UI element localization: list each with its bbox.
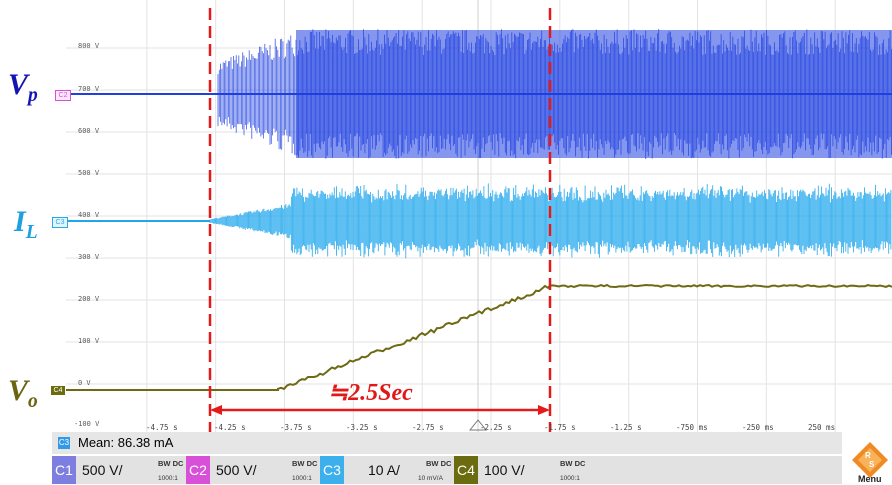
y-label-neg100: -100 V	[74, 420, 100, 428]
vp-label: Vp	[8, 68, 38, 107]
channel-4-marker[interactable]: C4	[51, 386, 65, 395]
channel-2-tag: C2	[186, 456, 210, 484]
channel-4-setting[interactable]: C4 100 V/ BW DC 1000:1	[454, 456, 586, 484]
y-label-0: 0 V	[78, 379, 91, 387]
waveform-canvas	[66, 0, 892, 432]
channel-bar: C1 500 V/ BW DC 1000:1 C2 500 V/ BW DC 1…	[52, 456, 842, 484]
y-label-100: 100 V	[78, 337, 100, 345]
channel-2-ratio: 1000:1	[292, 475, 312, 482]
y-label-600: 600 V	[78, 127, 100, 135]
y-label-400: 400 V	[78, 211, 100, 219]
channel-1-scale: 500 V/	[82, 462, 123, 478]
vp-envelope	[296, 30, 892, 158]
channel-1-bw: BW DC	[158, 459, 184, 468]
channel-3-tag: C3	[320, 456, 344, 484]
mean-value: Mean: 86.38 mA	[78, 435, 174, 450]
x-label-6: -2.25 s	[480, 423, 512, 432]
measurement-bar[interactable]: C3 Mean: 86.38 mA	[52, 432, 842, 454]
il-label-main: I	[14, 205, 26, 238]
y-label-200: 200 V	[78, 295, 100, 303]
channel-4-ratio: 1000:1	[560, 475, 580, 482]
channel-3-setting[interactable]: C3 10 A/ BW DC 10 mV/A	[320, 456, 452, 484]
vp-label-sub: p	[28, 85, 38, 106]
channel-4-scale: 100 V/	[484, 462, 525, 478]
x-label-8: -1.25 s	[610, 423, 642, 432]
channel-4-bw: BW DC	[560, 459, 586, 468]
channel-4-tag: C4	[454, 456, 478, 484]
x-label-9: -750 ms	[676, 423, 708, 432]
channel-3-ratio: 10 mV/A	[418, 475, 443, 482]
menu-button[interactable]: R S Menu	[848, 440, 892, 484]
duration-arrow-right	[538, 405, 550, 415]
svg-text:S: S	[869, 460, 875, 469]
channel-3-marker[interactable]: C3	[52, 217, 68, 228]
waveform-area[interactable]: 800 V 700 V 600 V 500 V 400 V 300 V 200 …	[66, 0, 892, 432]
x-label-5: -2.75 s	[412, 423, 444, 432]
channel-3-scale: 10 A/	[368, 462, 400, 478]
y-label-800: 800 V	[78, 42, 100, 50]
channel-1-tag: C1	[52, 456, 76, 484]
channel-3-bw: BW DC	[426, 459, 452, 468]
il-label-sub: L	[25, 222, 38, 243]
vp-label-main: V	[8, 68, 29, 101]
y-label-300: 300 V	[78, 253, 100, 261]
trigger-position-icon	[468, 419, 488, 431]
rs-logo-icon: R S	[852, 442, 888, 478]
x-label-2: -4.25 s	[214, 423, 246, 432]
channel-1-ratio: 1000:1	[158, 475, 178, 482]
channel-1-setting[interactable]: C1 500 V/ BW DC 1000:1	[52, 456, 184, 484]
vo-label-main: V	[8, 374, 29, 407]
channel-2-bw: BW DC	[292, 459, 318, 468]
y-label-700: 700 V	[78, 85, 100, 93]
vo-label: Vo	[8, 374, 38, 413]
duration-arrow-left	[210, 405, 222, 415]
channel-3-measure-icon: C3	[58, 437, 70, 449]
x-label-4: -3.25 s	[346, 423, 378, 432]
x-label-11: 250 ms	[808, 423, 836, 432]
duration-annotation: ≒2.5Sec	[328, 380, 413, 406]
y-label-500: 500 V	[78, 169, 100, 177]
channel-2-marker[interactable]: C2	[55, 90, 71, 101]
x-label-10: -250 ms	[742, 423, 774, 432]
il-label: IL	[14, 205, 38, 244]
vo-trace	[66, 283, 892, 391]
x-label-1: -4.75 s	[146, 423, 178, 432]
x-label-3: -3.75 s	[280, 423, 312, 432]
channel-2-setting[interactable]: C2 500 V/ BW DC 1000:1	[186, 456, 318, 484]
vo-label-sub: o	[28, 391, 38, 412]
svg-text:R: R	[865, 451, 871, 460]
traces	[66, 29, 892, 391]
x-label-7: -1.75 s	[544, 423, 576, 432]
channel-2-scale: 500 V/	[216, 462, 257, 478]
cursors	[208, 8, 552, 432]
menu-label: Menu	[858, 474, 882, 484]
il-trace	[209, 183, 892, 259]
